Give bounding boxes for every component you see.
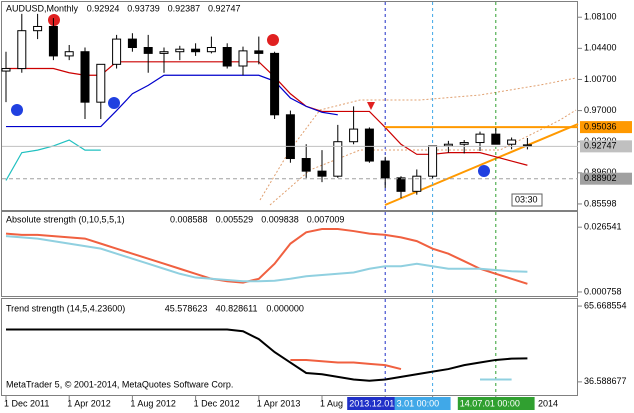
candle-body [33,25,43,32]
x-tick-label: 1 Dec 2012 [194,398,240,408]
candle-body [17,30,27,70]
x-tick-label: 1 Dec 2011 [4,398,49,408]
price-label: 0.88902 [584,173,617,183]
x-tick-label: 1 Aug [320,398,343,408]
candle-body [507,139,517,145]
timer: 03:30 [515,194,538,204]
x-label-bg [394,397,451,410]
candle-body [238,50,248,67]
x-tick-label: 1 Apr 2012 [67,398,111,408]
x-tick-label: 2014 [538,398,558,408]
indicator-line [6,61,528,166]
candle-body [143,47,153,54]
y-tick-label: 0.000758 [584,286,622,296]
candle-body [459,142,469,145]
price-label: 0.92747 [584,141,617,151]
main-frame [1,1,578,211]
candle-body [1,68,11,72]
x-label-bg [457,397,535,410]
header-value: 0.000000 [266,303,304,313]
fractal-marker [267,34,279,46]
candle-body [254,50,264,54]
candle-body [112,38,122,65]
candle-body [428,145,438,177]
y-tick-label: 1.00700 [584,74,617,84]
x-tick-label: 14.07.01 00:00 [460,398,520,408]
candle-body [412,175,422,192]
y-tick-label: 0.89600 [584,167,617,177]
price-label-bg [580,121,632,134]
arrow-marker [367,102,375,110]
y-tick-label: 0.97000 [584,105,617,115]
candle-body [270,52,280,116]
indicator-title: Absolute strength (0,10,5,5,1) [6,214,125,224]
x-tick-label: 1 Apr 2013 [257,398,301,408]
candle-body [285,114,295,160]
header-value: 0.008588 [170,214,208,224]
candle-body [380,160,390,179]
copyright: MetaTrader 5, © 2001-2014, MetaQuotes So… [6,379,233,389]
candle-body [396,177,406,192]
candle-body [317,170,327,177]
panel-frame [1,211,578,297]
indicator-line [290,358,402,371]
y-tick-label: 65.668554 [584,300,627,310]
candle-body [333,141,343,177]
decor [11,14,579,206]
candle-body [364,128,374,162]
price-label-bg [580,140,632,153]
header-value: 0.93739 [127,3,160,13]
indicator-title: Trend strength (14,5,4.23600) [6,303,125,313]
indicator-line [5,235,528,283]
candle-body [475,133,485,144]
chart-symbol: AUDUSD,Monthly [6,3,79,13]
candle-body [127,38,137,49]
candle-body [443,143,453,147]
y-tick-label: 1.04400 [584,43,617,53]
header-value: 0.92747 [208,3,241,13]
candle-body [175,48,185,53]
candle-body [80,51,90,103]
candle-body [222,47,232,67]
fractal-marker [11,104,23,116]
x-tick-label: 2013.12.01 00:00 [349,398,419,408]
candle-body [301,158,311,172]
price-label: 0.95036 [584,121,617,131]
candle-body [206,47,216,53]
candle-body [96,63,106,103]
header-value: 40.828611 [216,303,258,313]
header-value: 45.578623 [165,303,208,313]
candle-body [191,48,201,53]
fractal-marker [108,97,120,109]
header-value: 0.009838 [261,214,299,224]
cloud-edge [259,77,577,201]
header-value: 0.92387 [168,3,201,13]
candle-body [64,51,74,57]
price-label-bg [580,172,632,185]
y-tick-label: 0.026541 [584,222,622,232]
candle-body [48,25,58,57]
x-tick-label: 1 Aug 2012 [130,398,176,408]
y-tick-label: 1.08100 [584,12,617,22]
panel-frame [1,298,578,396]
indicator-line [6,328,528,382]
fractal-marker [478,165,490,177]
header-value: 0.005529 [216,214,254,224]
header-value: 0.007009 [307,214,345,224]
header-value: 0.92924 [87,3,120,13]
indicator-line [5,228,528,285]
x-tick-label: 3.01 00:00 [397,398,440,408]
y-tick-label: 36.588677 [584,376,627,386]
candle-body [491,133,501,145]
y-tick-label: 0.85598 [584,198,617,208]
candle-body [349,128,359,143]
candle-body [159,51,169,54]
indicator-line [6,74,338,128]
timer-bg [511,193,543,207]
fractal-marker [48,14,60,26]
